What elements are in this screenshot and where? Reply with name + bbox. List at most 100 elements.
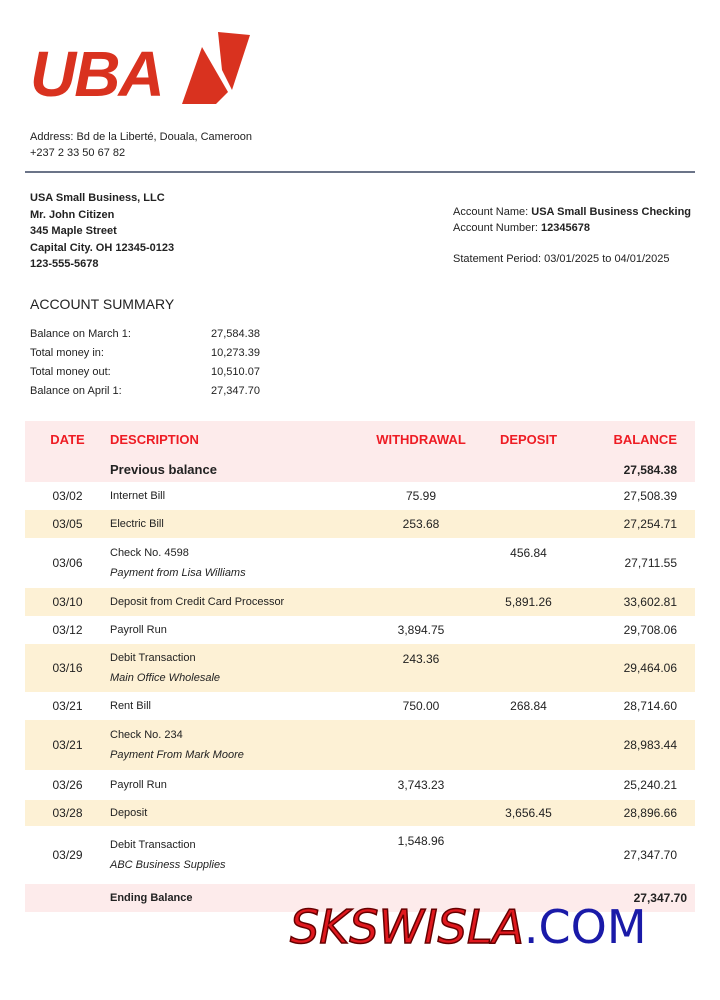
customer-street: 345 Maple Street — [30, 225, 117, 237]
row-desc-sub: Main Office Wholesale — [110, 672, 221, 684]
summary-value: 27,347.70 — [211, 385, 260, 397]
account-number: 12345678 — [541, 222, 590, 234]
row-date: 03/21 — [52, 699, 83, 713]
ending-balance-row: Ending Balance 27,347.70 — [25, 884, 695, 912]
row-description: Check No. 4598 Payment from Lisa Williams — [110, 538, 366, 588]
row-withdrawal: 3,743.23 — [397, 778, 445, 792]
row-date: 03/26 — [52, 778, 83, 792]
table-row: 03/05 Electric Bill 253.68 27,254.71 — [25, 510, 695, 538]
summary-value: 10,273.39 — [211, 347, 260, 359]
table-row: 03/06 Check No. 4598 Payment from Lisa Wil… — [25, 538, 695, 588]
row-desc-main: Deposit — [110, 807, 148, 819]
table-row: 03/28 Deposit 3,656.45 28,896.66 — [25, 800, 695, 826]
uba-logo: UBA — [30, 32, 250, 107]
header-deposit: DEPOSIT — [499, 431, 558, 447]
row-balance: 28,896.66 — [623, 806, 677, 820]
row-deposit: 3,656.45 — [505, 806, 552, 820]
customer-name: Mr. John Citizen — [30, 208, 115, 221]
row-withdrawal — [366, 720, 476, 770]
ending-balance-label: Ending Balance — [110, 892, 193, 904]
row-date: 03/29 — [52, 848, 83, 862]
customer-info: USA Small Business, LLC Mr. John Citizen… — [30, 190, 174, 273]
row-date: 03/05 — [52, 517, 83, 531]
row-date: 03/02 — [52, 489, 83, 503]
row-description: Debit Transaction Main Office Wholesale — [110, 644, 366, 692]
row-withdrawal — [366, 800, 476, 826]
logo-text: UBA — [30, 38, 165, 110]
header-date: DATE — [50, 431, 85, 447]
row-deposit: 268.84 — [510, 699, 547, 713]
row-deposit — [476, 482, 581, 510]
row-withdrawal: 3,894.75 — [397, 623, 445, 637]
row-desc-main: Check No. 4598 — [110, 547, 189, 559]
table-row: 03/29 Debit Transaction ABC Business Suppl… — [25, 826, 695, 884]
row-withdrawal: 243.36 — [402, 652, 440, 666]
row-deposit — [476, 826, 581, 884]
summary-value: 10,510.07 — [211, 366, 260, 378]
logo-mark-icon — [182, 32, 250, 104]
row-balance: 28,714.60 — [623, 699, 677, 713]
row-date: 03/21 — [52, 738, 83, 752]
watermark: SKSWISLA.COM — [289, 899, 647, 955]
watermark-red: SKSWISLA — [289, 899, 524, 955]
table-row: 03/21 Rent Bill 750.00 268.84 28,714.60 — [25, 692, 695, 720]
row-description: Internet Bill — [110, 482, 366, 510]
row-description: Payroll Run — [110, 616, 366, 644]
row-date: 03/10 — [52, 595, 83, 609]
account-info: Account Name: USA Small Business Checkin… — [453, 204, 691, 267]
previous-balance-label: Previous balance — [110, 462, 217, 477]
row-description: Electric Bill — [110, 510, 366, 538]
table-row: 03/12 Payroll Run 3,894.75 29,708.06 — [25, 616, 695, 644]
row-deposit: 456.84 — [510, 546, 547, 560]
row-deposit — [476, 770, 581, 800]
row-desc-main: Debit Transaction — [110, 652, 196, 664]
row-balance: 33,602.81 — [623, 595, 677, 609]
bank-phone: +237 2 33 50 67 82 — [30, 147, 126, 159]
table-header: DATE DESCRIPTION WITHDRAWAL DEPOSIT BALA… — [25, 421, 695, 457]
row-desc-sub: Payment From Mark Moore — [110, 749, 244, 761]
header-description: DESCRIPTION — [110, 431, 199, 447]
row-desc-main: Check No. 234 — [110, 729, 183, 741]
row-balance: 25,240.21 — [623, 778, 677, 792]
previous-balance-value: 27,584.38 — [623, 462, 677, 477]
row-deposit — [476, 510, 581, 538]
bank-contact: Address: Bd de la Liberté, Douala, Camer… — [30, 129, 252, 161]
row-balance: 29,708.06 — [623, 623, 677, 637]
account-name-label: Account Name: — [453, 206, 532, 218]
row-desc-sub: ABC Business Supplies — [110, 859, 226, 871]
summary-label: Balance on March 1: — [30, 328, 131, 340]
row-description: Debit Transaction ABC Business Supplies — [110, 826, 366, 884]
ending-balance-value: 27,347.70 — [633, 891, 687, 905]
row-deposit — [476, 616, 581, 644]
row-date: 03/12 — [52, 623, 83, 637]
transactions-table: DATE DESCRIPTION WITHDRAWAL DEPOSIT BALA… — [25, 421, 695, 912]
customer-city: Capital City. OH 12345-0123 — [30, 241, 175, 254]
row-withdrawal — [366, 588, 476, 616]
account-summary-title: ACCOUNT SUMMARY — [30, 296, 175, 312]
statement-period: Statement Period: 03/01/2025 to 04/01/20… — [453, 253, 670, 265]
watermark-blue: .COM — [523, 900, 647, 954]
row-desc-main: Debit Transaction — [110, 839, 196, 851]
row-desc-main: Rent Bill — [110, 700, 151, 712]
bank-address: Address: Bd de la Liberté, Douala, Camer… — [30, 131, 252, 143]
header-withdrawal: WITHDRAWAL — [376, 431, 466, 447]
row-description: Check No. 234 Payment From Mark Moore — [110, 720, 366, 770]
table-row: 03/16 Debit Transaction Main Office Wholes… — [25, 644, 695, 692]
row-deposit — [476, 644, 581, 692]
summary-value: 27,584.38 — [211, 328, 260, 340]
row-description: Deposit from Credit Card Processor — [110, 588, 366, 616]
table-row: 03/10 Deposit from Credit Card Processor 5… — [25, 588, 695, 616]
header-balance: BALANCE — [613, 431, 677, 447]
row-desc-main: Electric Bill — [110, 518, 164, 530]
account-name: USA Small Business Checking — [531, 206, 692, 218]
summary-row: Total money out: 10,510.07 — [30, 366, 260, 378]
row-deposit — [476, 720, 581, 770]
row-balance: 27,347.70 — [623, 848, 677, 862]
summary-label: Total money out: — [30, 366, 111, 378]
row-balance: 28,983.44 — [623, 738, 677, 752]
row-balance: 27,254.71 — [623, 517, 677, 531]
row-withdrawal: 253.68 — [402, 517, 440, 531]
row-description: Payroll Run — [110, 770, 366, 800]
summary-label: Balance on April 1: — [30, 385, 122, 397]
